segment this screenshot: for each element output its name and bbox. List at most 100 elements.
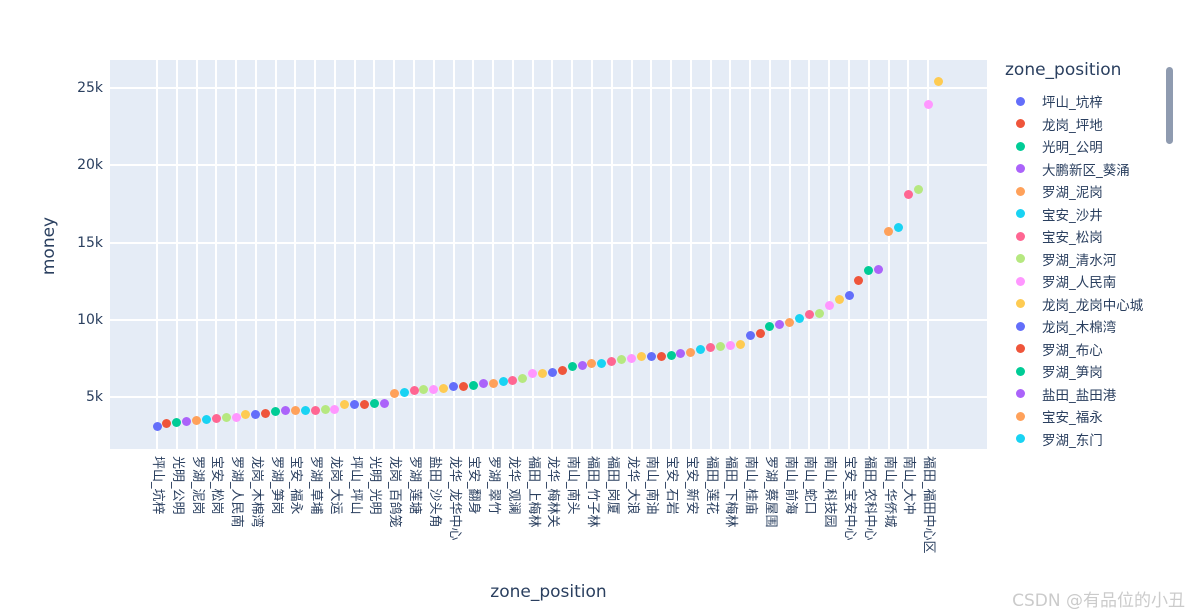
scatter-point[interactable]	[725, 340, 735, 350]
scatter-point[interactable]	[557, 366, 567, 376]
legend-item[interactable]: 宝安_松岗	[1003, 225, 1161, 248]
x-axis-tick-label: 福田_上梅林	[525, 456, 541, 528]
legend-item[interactable]: 龙岗_木棉湾	[1003, 315, 1161, 338]
scatter-point[interactable]	[913, 185, 923, 195]
legend-item[interactable]: 盐田_盐田港	[1003, 383, 1161, 406]
legend-item[interactable]: 宝安_沙井	[1003, 203, 1161, 226]
scatter-point[interactable]	[152, 421, 162, 431]
scatter-point[interactable]	[903, 190, 913, 200]
scatter-point[interactable]	[508, 376, 518, 386]
scatter-point[interactable]	[587, 359, 597, 369]
scatter-point[interactable]	[528, 368, 538, 378]
scatter-point[interactable]	[201, 414, 211, 424]
scatter-point[interactable]	[775, 319, 785, 329]
scatter-point[interactable]	[814, 309, 824, 319]
scatter-point[interactable]	[686, 347, 696, 357]
scatter-point[interactable]	[320, 404, 330, 414]
scatter-point[interactable]	[271, 407, 281, 417]
scatter-point[interactable]	[261, 408, 271, 418]
legend-item[interactable]: 罗湖_泥岗	[1003, 180, 1161, 203]
scatter-point[interactable]	[399, 387, 409, 397]
scatter-point[interactable]	[854, 275, 864, 285]
scatter-point[interactable]	[765, 322, 775, 332]
scatter-point[interactable]	[478, 379, 488, 389]
scatter-point[interactable]	[607, 357, 617, 367]
scatter-point[interactable]	[627, 353, 637, 363]
scatter-point[interactable]	[310, 405, 320, 415]
scatter-point[interactable]	[864, 265, 874, 275]
legend-item[interactable]: 宝安_福永	[1003, 405, 1161, 428]
scatter-point[interactable]	[656, 351, 666, 361]
scatter-point[interactable]	[241, 410, 251, 420]
legend-item[interactable]: 罗湖_笋岗	[1003, 360, 1161, 383]
scatter-point[interactable]	[488, 378, 498, 388]
scatter-point[interactable]	[409, 385, 419, 395]
scatter-point[interactable]	[636, 352, 646, 362]
scatter-point[interactable]	[884, 227, 894, 237]
scatter-point[interactable]	[597, 358, 607, 368]
scatter-point[interactable]	[735, 340, 745, 350]
scatter-point[interactable]	[340, 400, 350, 410]
scatter-point[interactable]	[172, 418, 182, 428]
scatter-point[interactable]	[696, 344, 706, 354]
scatter-point[interactable]	[745, 330, 755, 340]
scatter-point[interactable]	[834, 295, 844, 305]
scatter-point[interactable]	[676, 348, 686, 358]
scatter-point[interactable]	[518, 374, 528, 384]
legend-item-label: 罗湖_笋岗	[1042, 365, 1103, 382]
scatter-point[interactable]	[281, 406, 291, 416]
scatter-point[interactable]	[192, 415, 202, 425]
legend-item[interactable]: 罗湖_人民南	[1003, 270, 1161, 293]
scatter-point[interactable]	[646, 352, 656, 362]
legend-item[interactable]: 罗湖_东门	[1003, 428, 1161, 451]
legend-marker-icon	[1016, 366, 1025, 376]
scatter-point[interactable]	[330, 404, 340, 414]
scatter-point[interactable]	[716, 341, 725, 351]
scatter-point[interactable]	[458, 381, 468, 391]
scatter-point[interactable]	[666, 350, 676, 360]
legend-item[interactable]: 龙岗_坪地	[1003, 113, 1161, 136]
scatter-point[interactable]	[923, 100, 933, 110]
scatter-point[interactable]	[162, 418, 172, 428]
scatter-point[interactable]	[300, 405, 310, 415]
legend-item[interactable]: 坪山_坑梓	[1003, 90, 1161, 113]
scatter-point[interactable]	[785, 317, 795, 327]
scatter-point[interactable]	[755, 329, 765, 339]
scatter-point[interactable]	[547, 367, 557, 377]
scatter-point[interactable]	[369, 398, 379, 408]
legend-item[interactable]: 龙岗_龙岗中心城	[1003, 293, 1161, 316]
scatter-point[interactable]	[893, 222, 903, 232]
scatter-point[interactable]	[874, 265, 884, 275]
scatter-point[interactable]	[824, 300, 834, 310]
scatter-point[interactable]	[439, 384, 449, 394]
scatter-point[interactable]	[290, 406, 300, 416]
scatter-point[interactable]	[429, 384, 439, 394]
scatter-point[interactable]	[577, 360, 587, 370]
scatter-point[interactable]	[617, 355, 627, 365]
scatter-point[interactable]	[795, 313, 805, 323]
scatter-point[interactable]	[538, 368, 548, 378]
legend-item[interactable]: 罗湖_清水河	[1003, 248, 1161, 271]
scatter-point[interactable]	[211, 414, 221, 424]
scatter-point[interactable]	[933, 77, 943, 87]
legend-scrollbar[interactable]	[1166, 67, 1173, 144]
scatter-point[interactable]	[844, 290, 854, 300]
scatter-point[interactable]	[350, 399, 360, 409]
legend-item[interactable]: 光明_公明	[1003, 135, 1161, 158]
scatter-point[interactable]	[419, 384, 429, 394]
scatter-point[interactable]	[231, 412, 241, 422]
scatter-point[interactable]	[251, 409, 261, 419]
scatter-point[interactable]	[379, 398, 389, 408]
scatter-point[interactable]	[182, 416, 192, 426]
scatter-point[interactable]	[706, 343, 716, 353]
legend-item[interactable]: 大鹏新区_葵涌	[1003, 158, 1161, 181]
legend-item[interactable]: 罗湖_布心	[1003, 338, 1161, 361]
scatter-point[interactable]	[360, 399, 370, 409]
scatter-point[interactable]	[804, 309, 814, 319]
scatter-point[interactable]	[468, 380, 478, 390]
scatter-point[interactable]	[389, 388, 399, 398]
scatter-point[interactable]	[449, 381, 459, 391]
scatter-point[interactable]	[567, 361, 577, 371]
scatter-point[interactable]	[498, 377, 508, 387]
scatter-point[interactable]	[221, 413, 231, 423]
